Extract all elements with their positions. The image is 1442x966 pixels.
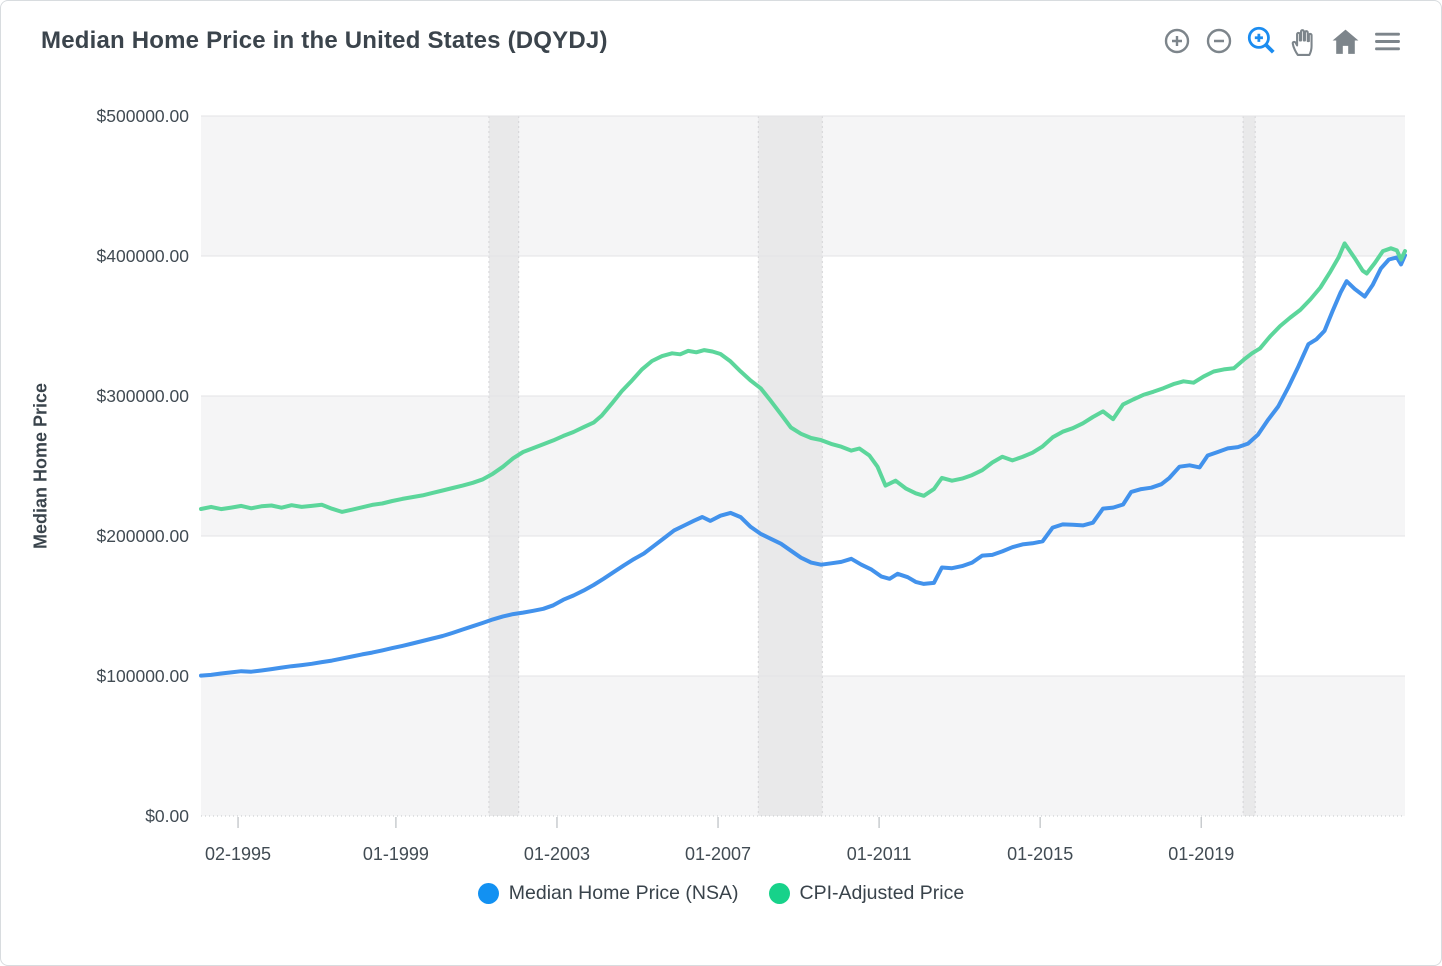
- nsa-series-dot-icon: [477, 883, 499, 904]
- zoom-out-button[interactable]: [1201, 23, 1237, 59]
- zoom-out-icon: [1206, 28, 1232, 54]
- home-icon: [1332, 29, 1358, 54]
- legend-label-cpi: CPI-Adjusted Price: [799, 882, 965, 904]
- page-title: Median Home Price in the United States (…: [41, 27, 608, 54]
- modebar: [1159, 23, 1405, 59]
- svg-text:$400000.00: $400000.00: [97, 246, 190, 266]
- magnifier-plus-icon: [1247, 26, 1275, 54]
- y-axis-title: Median Home Price: [30, 382, 51, 550]
- svg-text:02-1995: 02-1995: [205, 844, 271, 864]
- legend: Median Home Price (NSA) CPI-Adjusted Pri…: [1, 882, 1441, 905]
- svg-text:$200000.00: $200000.00: [97, 526, 190, 546]
- svg-text:$300000.00: $300000.00: [97, 386, 190, 406]
- zoom-in-button[interactable]: [1159, 23, 1195, 59]
- pan-button[interactable]: [1285, 23, 1321, 59]
- menu-button[interactable]: [1369, 23, 1405, 59]
- box-zoom-button[interactable]: [1243, 23, 1279, 59]
- svg-text:01-1999: 01-1999: [363, 844, 429, 864]
- svg-text:01-2007: 01-2007: [685, 844, 751, 864]
- svg-text:01-2015: 01-2015: [1007, 844, 1073, 864]
- svg-text:$0.00: $0.00: [145, 806, 189, 826]
- zoom-in-icon: [1164, 28, 1190, 54]
- legend-item-cpi[interactable]: CPI-Adjusted Price: [768, 882, 965, 905]
- svg-text:01-2003: 01-2003: [524, 844, 590, 864]
- svg-text:$500000.00: $500000.00: [97, 106, 190, 126]
- svg-text:$100000.00: $100000.00: [97, 666, 190, 686]
- svg-text:01-2019: 01-2019: [1168, 844, 1234, 864]
- reset-home-button[interactable]: [1327, 23, 1363, 59]
- svg-text:01-2011: 01-2011: [847, 844, 912, 864]
- legend-label-nsa: Median Home Price (NSA): [508, 882, 739, 904]
- cpi-series-dot-icon: [768, 883, 790, 904]
- hamburger-menu-icon: [1374, 32, 1400, 50]
- legend-item-nsa[interactable]: Median Home Price (NSA): [477, 882, 739, 905]
- hand-pan-icon: [1291, 28, 1313, 56]
